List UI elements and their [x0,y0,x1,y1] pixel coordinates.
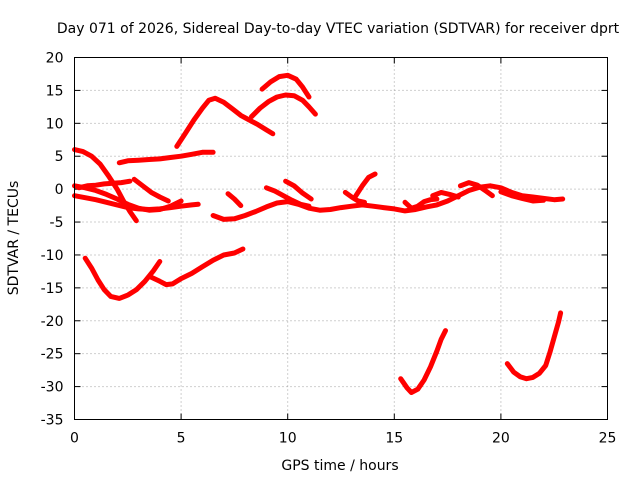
x-axis-label: GPS time / hours [281,458,398,474]
chart-title: Day 071 of 2026, Sidereal Day-to-day VTE… [57,21,620,37]
y-tick-label: -20 [41,314,64,330]
series-line-track-08 [148,246,246,288]
series-line-track-05 [116,149,216,166]
series-line-track-11 [225,191,244,209]
series-line-track-17 [353,171,378,199]
series-group [72,72,566,395]
series-line-track-19 [430,189,461,200]
x-tick-label: 20 [492,431,510,447]
y-tick-label: -30 [41,380,64,396]
x-tick-label: 5 [177,431,186,447]
axis-ticks: 0 5 10 15 20 25 -35 -30 -25 -20 -15 -10 -5 0 5 10 15 20 [41,51,617,447]
x-tick-label: 15 [385,431,403,447]
series-line-track-03 [72,193,201,212]
y-tick-label: -15 [41,281,64,297]
series-line-track-09 [174,95,276,149]
series-line-track-16 [342,189,367,205]
series-line-track-20 [457,180,495,199]
y-tick-label: -10 [41,248,64,264]
y-axis-label: SDTVAR / TECUs [6,181,22,296]
series-line-track-13 [259,72,312,100]
series-line-track-22 [398,328,448,395]
series-line-track-15 [283,178,314,202]
y-tick-label: 10 [46,116,64,132]
y-tick-label: -5 [50,215,64,231]
y-tick-label: 20 [46,51,64,67]
plot-frame [74,57,608,420]
series-line-track-10 [210,183,566,222]
series-line-track-07 [82,255,163,301]
x-tick-label: 0 [70,431,79,447]
series-line-track-12 [249,92,318,120]
y-tick-label: 5 [55,149,64,165]
y-tick-label: -35 [41,413,64,429]
series-line-track-21 [498,189,546,204]
series-line-track-06 [131,176,171,204]
y-tick-label: 0 [55,182,64,198]
y-tick-label: -25 [41,347,64,363]
x-tick-label: 10 [279,431,297,447]
series-line-track-14 [263,185,312,209]
series-line-track-04 [76,178,133,191]
x-tick-label: 25 [599,431,617,447]
grid-lines [74,57,608,420]
y-tick-label: 15 [46,83,64,99]
series-line-track-18 [402,196,440,211]
series-line-track-23 [504,310,564,382]
